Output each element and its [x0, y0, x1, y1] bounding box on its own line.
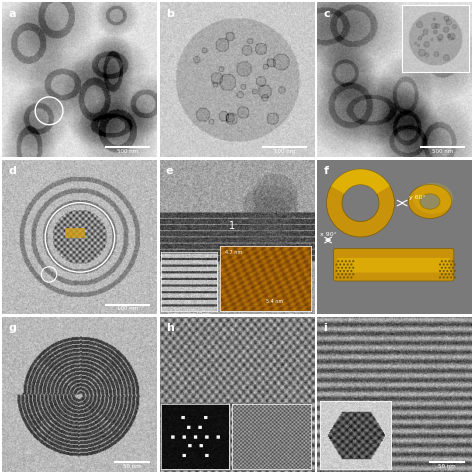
- Text: 100 nm: 100 nm: [274, 149, 295, 154]
- Circle shape: [447, 276, 448, 279]
- Circle shape: [452, 267, 454, 269]
- Circle shape: [441, 260, 443, 262]
- Circle shape: [339, 276, 341, 279]
- Ellipse shape: [420, 194, 440, 209]
- Text: d: d: [9, 166, 17, 176]
- Circle shape: [448, 267, 450, 269]
- Circle shape: [341, 273, 343, 275]
- Text: b: b: [166, 9, 174, 18]
- Text: 50 nm: 50 nm: [438, 464, 456, 468]
- Circle shape: [350, 270, 353, 272]
- Text: 1: 1: [229, 221, 236, 231]
- Circle shape: [352, 267, 354, 269]
- Circle shape: [352, 260, 354, 262]
- Circle shape: [350, 264, 353, 265]
- Circle shape: [345, 267, 347, 269]
- Text: h: h: [166, 323, 174, 333]
- Circle shape: [439, 276, 441, 279]
- Circle shape: [337, 267, 339, 269]
- Text: x 90°: x 90°: [319, 232, 337, 237]
- Circle shape: [337, 260, 339, 262]
- Wedge shape: [327, 169, 394, 237]
- Circle shape: [443, 276, 445, 279]
- Bar: [418, 14, 456, 53]
- FancyBboxPatch shape: [337, 258, 450, 273]
- Circle shape: [439, 270, 441, 272]
- Circle shape: [452, 273, 454, 275]
- Circle shape: [441, 267, 443, 269]
- Circle shape: [339, 264, 341, 265]
- Text: a: a: [9, 9, 16, 18]
- FancyBboxPatch shape: [334, 248, 454, 281]
- Circle shape: [454, 270, 456, 272]
- Circle shape: [447, 264, 448, 265]
- Text: e: e: [166, 166, 173, 176]
- Circle shape: [439, 264, 441, 265]
- Circle shape: [345, 260, 347, 262]
- Circle shape: [448, 260, 450, 262]
- Ellipse shape: [408, 184, 452, 219]
- Text: i: i: [323, 323, 327, 333]
- Circle shape: [450, 270, 452, 272]
- Text: y 60°: y 60°: [409, 195, 426, 200]
- Circle shape: [343, 264, 345, 265]
- Circle shape: [336, 276, 337, 279]
- Circle shape: [450, 276, 452, 279]
- Circle shape: [450, 264, 452, 265]
- Circle shape: [345, 273, 347, 275]
- Text: g: g: [9, 323, 17, 333]
- Text: 100 nm: 100 nm: [117, 306, 138, 311]
- Bar: [64, 228, 84, 237]
- Circle shape: [343, 270, 345, 272]
- Circle shape: [448, 273, 450, 275]
- Circle shape: [341, 267, 343, 269]
- Circle shape: [454, 264, 456, 265]
- Text: 500 nm: 500 nm: [117, 149, 138, 154]
- Circle shape: [348, 267, 351, 269]
- Text: 100 nm: 100 nm: [274, 306, 295, 311]
- Text: f: f: [323, 166, 328, 176]
- Circle shape: [441, 273, 443, 275]
- Circle shape: [443, 264, 445, 265]
- Circle shape: [346, 270, 349, 272]
- Circle shape: [346, 276, 349, 279]
- Circle shape: [336, 264, 337, 265]
- Text: 5 nm: 5 nm: [285, 464, 300, 468]
- Text: 50 nm: 50 nm: [123, 464, 141, 468]
- Circle shape: [348, 273, 351, 275]
- Circle shape: [346, 264, 349, 265]
- Circle shape: [454, 276, 456, 279]
- Text: 500 nm: 500 nm: [432, 149, 453, 154]
- Circle shape: [337, 273, 339, 275]
- Circle shape: [447, 270, 448, 272]
- Ellipse shape: [413, 183, 453, 214]
- Circle shape: [339, 270, 341, 272]
- Circle shape: [352, 273, 354, 275]
- Circle shape: [445, 260, 447, 262]
- Wedge shape: [331, 169, 390, 194]
- Circle shape: [343, 276, 345, 279]
- Circle shape: [445, 273, 447, 275]
- Circle shape: [341, 260, 343, 262]
- Circle shape: [443, 270, 445, 272]
- Circle shape: [452, 260, 454, 262]
- Circle shape: [445, 267, 447, 269]
- Circle shape: [350, 276, 353, 279]
- Text: c: c: [323, 9, 330, 18]
- Circle shape: [348, 260, 351, 262]
- Circle shape: [336, 270, 337, 272]
